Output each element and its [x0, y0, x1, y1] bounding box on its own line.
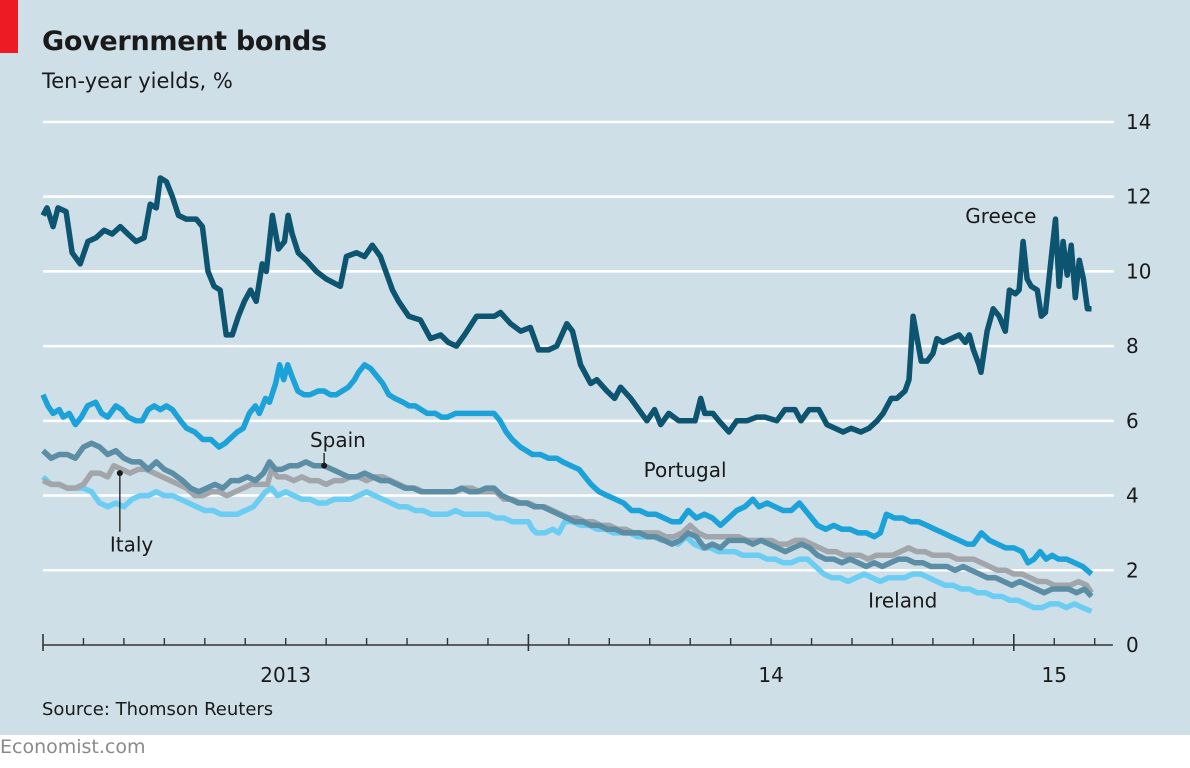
y-tick-label: 12	[1126, 185, 1151, 209]
series-line-portugal	[40, 362, 1094, 577]
series-label-portugal: Portugal	[644, 458, 727, 482]
series-line-greece	[40, 175, 1092, 435]
y-tick-label: 2	[1126, 558, 1139, 582]
series-label-ireland: Ireland	[868, 589, 937, 613]
x-tick-label: 15	[1042, 663, 1067, 687]
y-tick-label: 4	[1126, 484, 1139, 508]
series-label-spain: Spain	[310, 428, 366, 452]
y-tick-label: 8	[1126, 334, 1139, 358]
series-line-ireland	[41, 474, 1093, 614]
x-tick-label: 2013	[260, 663, 311, 687]
brand-accent-bar	[0, 0, 18, 53]
y-tick-label: 6	[1126, 409, 1139, 433]
y-tick-label: 14	[1126, 110, 1151, 134]
leader-dot-italy	[116, 470, 123, 477]
chart-subtitle: Ten-year yields, %	[42, 69, 233, 93]
series-lines	[40, 175, 1094, 614]
leader-dot-spain	[321, 462, 328, 469]
line-chart: 0 2 4 6 8 10 12 14 2013 14 15 Greece Portugal Spain…	[40, 110, 1151, 687]
brand-watermark: Economist.com	[0, 736, 146, 758]
series-label-italy: Italy	[110, 533, 154, 557]
series-line-spain	[41, 440, 1094, 599]
series-labels: Greece Portugal Spain Italy Ireland	[110, 204, 1037, 613]
gridlines	[43, 120, 1114, 572]
series-label-greece: Greece	[965, 204, 1036, 228]
chart-title: Government bonds	[42, 26, 327, 57]
x-axis: 2013 14 15	[42, 634, 1113, 687]
source-note: Source: Thomson Reuters	[42, 699, 274, 720]
y-tick-label: 10	[1126, 259, 1151, 283]
y-tick-label: 0	[1126, 633, 1139, 657]
y-axis-ticks: 0 2 4 6 8 10 12 14	[1126, 110, 1151, 657]
x-tick-label: 14	[758, 663, 783, 687]
